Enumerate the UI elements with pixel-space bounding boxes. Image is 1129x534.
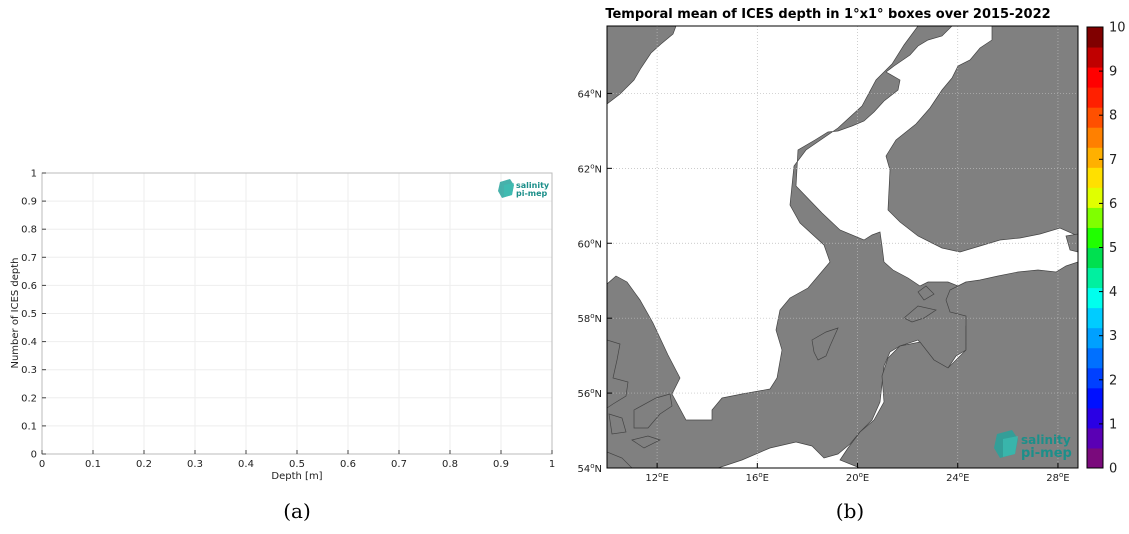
colorbar-tick-label: 6 [1109,197,1117,212]
x-tick-label: 1 [549,459,555,470]
lon-tick-label: 16oE [746,471,769,484]
colorbar-segment [1087,207,1103,228]
y-tick-label: 0 [31,450,37,461]
x-axis-label: Depth [m] [271,471,322,482]
colorbar-segment [1087,187,1103,208]
logo-text-pimep: pi-mep [516,189,548,198]
y-tick-label: 0.3 [21,365,37,376]
colorbar-segment [1087,307,1103,329]
colorbar-tick-label: 3 [1109,329,1117,344]
logo-map-text-salinity: salinity [1021,433,1071,447]
x-tick-label: 0.6 [340,459,356,470]
colorbar-segment [1087,387,1103,409]
map-frame [606,25,1079,469]
y-tick-label: 0.2 [21,393,37,404]
colorbar-segment [1087,267,1103,289]
colorbar-tick-label: 0 [1109,462,1117,477]
x-tick-label: 0.7 [391,459,407,470]
colorbar-segment [1087,327,1103,349]
y-tick-label: 0.8 [21,225,37,236]
lat-tick-label: 56oN [577,387,602,400]
lat-tick-label: 58oN [577,312,602,325]
logo-text-salinity: salinity [516,181,550,190]
colorbar-segment [1087,107,1103,128]
colorbar-tick-label: 8 [1109,109,1117,124]
logo-map-text-pimep: pi-mep [1021,446,1072,461]
land-germany-coast [607,451,633,468]
lat-tick-label: 64oN [577,87,602,100]
colorbar-segment [1087,427,1103,449]
y-tick-label: 0.6 [21,281,37,292]
salinity-pimep-logo: salinity pi-mep [498,179,550,198]
lat-tick-label: 60oN [577,237,602,250]
colorbar-segment [1087,67,1103,88]
y-tick-label: 0.7 [21,253,37,264]
x-tick-label: 0.2 [136,459,152,470]
colorbar-tick-label: 5 [1109,241,1117,256]
y-tick-label: 0.1 [21,421,37,432]
map-ticks: 12oE 16oE 20oE 24oE 28oE 54oN 56oN 58oN 60oN 62oN… [577,87,1069,484]
salinity-pimep-logo-map: salinity pi-mep [994,430,1072,461]
map-title: Temporal mean of ICES depth in 1°x1° box… [605,7,1050,22]
colorbar-segment [1087,27,1103,48]
x-tick-label: 0.9 [493,459,509,470]
x-tick-label: 0.3 [187,459,203,470]
y-tick-label: 0.5 [21,309,37,320]
y-tick-label: 0.9 [21,197,37,208]
colorbar-segment [1087,347,1103,369]
land-denmark-4 [631,435,661,449]
x-tick-label: 0.5 [289,459,305,470]
plot-a-ticks: 0 0.1 0.2 0.3 0.4 0.5 0.6 0.7 0.8 0.9 1 0 0.1 0.2 0.3 0… [21,169,555,471]
colorbar-segment [1087,227,1103,248]
x-tick-label: 0.8 [442,459,458,470]
land-denmark-2 [633,393,673,429]
caption-b: (b) [836,499,864,523]
colorbar-segment [1087,127,1103,148]
colorbar-segment [1087,447,1103,469]
lat-tick-label: 62oN [577,162,602,175]
colorbar-tick-label: 10 [1109,21,1126,36]
colorbar-segment [1087,147,1103,168]
colorbar-segment [1087,87,1103,108]
colorbar-tick-label: 7 [1109,153,1117,168]
colorbar-segment [1087,247,1103,269]
colorbar-segment [1087,367,1103,389]
colorbar-tick-label: 2 [1109,373,1117,388]
colorbar-tick-label: 1 [1109,417,1117,432]
colorbar: 0 1 2 3 4 5 6 7 8 9 10 [1086,21,1126,477]
lon-tick-label: 12oE [645,471,668,484]
panel-a: 0 0.1 0.2 0.3 0.4 0.5 0.6 0.7 0.8 0.9 1 0 0.1 0.2 0.3 0… [10,169,555,524]
land-saaremaa [903,305,937,323]
land-finland [885,26,1078,253]
colorbar-segment [1087,167,1103,188]
y-tick-label: 0.4 [21,337,37,348]
map-area: salinity pi-mep [607,26,1078,468]
lon-tick-label: 24oE [946,471,969,484]
land-baltic-states [839,261,1078,468]
lon-tick-label: 28oE [1046,471,1069,484]
panel-b: Temporal mean of ICES depth in 1°x1° box… [577,7,1125,523]
y-axis-label: Number of ICES depth [10,257,21,368]
colorbar-segment [1087,407,1103,429]
x-tick-label: 0.4 [238,459,254,470]
land-denmark-1 [607,339,629,409]
caption-a: (a) [283,499,311,523]
lon-tick-label: 20oE [846,471,869,484]
map-grid [607,26,1078,468]
colorbar-tick-label: 4 [1109,285,1117,300]
x-tick-label: 0.1 [85,459,101,470]
colorbar-segment [1087,47,1103,68]
colorbar-tick-label: 9 [1109,65,1117,80]
colorbar-segment [1087,287,1103,309]
land-denmark-3 [608,413,627,435]
land-hiiumaa [917,285,935,301]
x-tick-label: 0 [39,459,45,470]
y-tick-label: 1 [31,169,37,180]
land-gotland [811,327,839,361]
lat-tick-label: 54oN [577,462,602,475]
